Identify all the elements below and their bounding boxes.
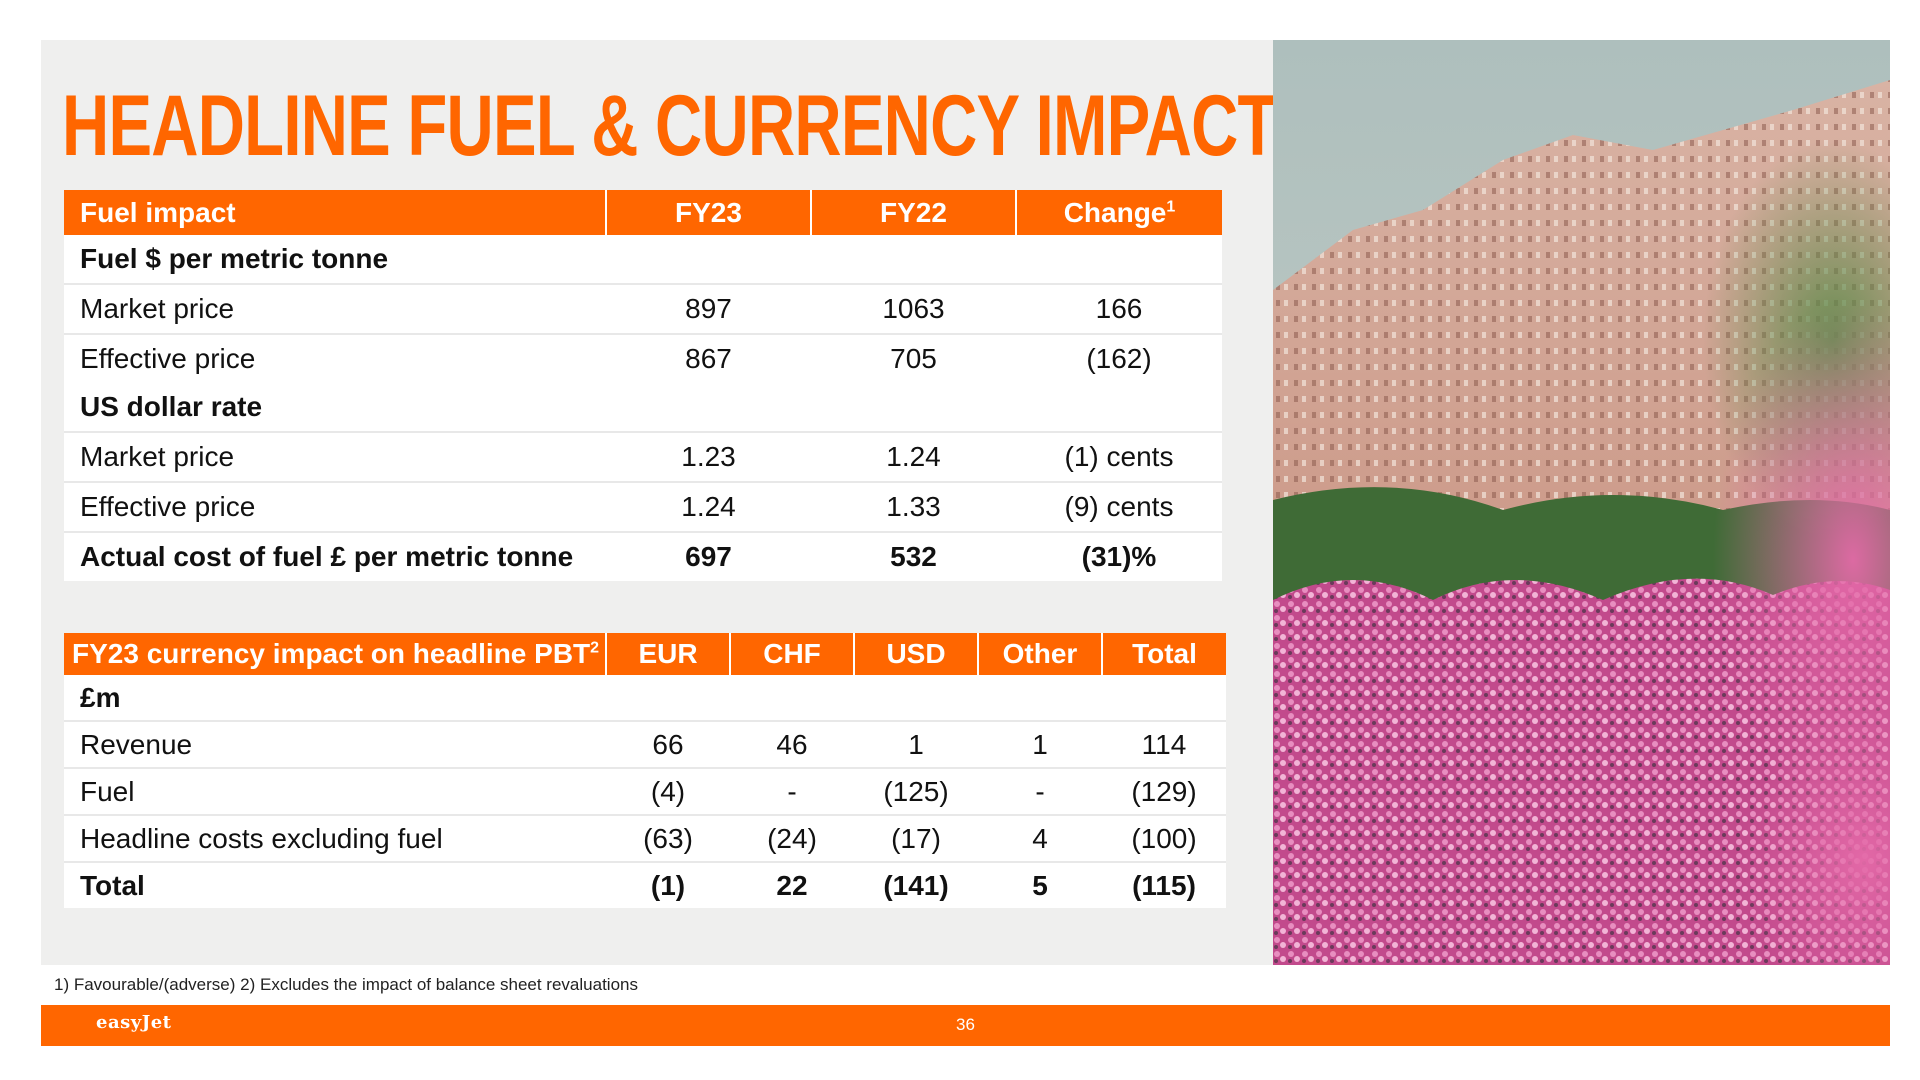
row-label: Headline costs excluding fuel: [64, 814, 606, 862]
cell: (125): [854, 767, 978, 815]
cell: (31)%: [1016, 531, 1222, 581]
cell: (115): [1102, 861, 1226, 908]
cell: 1.23: [606, 431, 811, 482]
section-row: US dollar rate: [64, 383, 1222, 432]
table-row: Market price 1.23 1.24 (1) cents: [64, 431, 1222, 482]
column-header-other: Other: [978, 633, 1103, 675]
cell: [1016, 235, 1222, 284]
cell: [811, 383, 1016, 432]
cell: 697: [606, 531, 811, 581]
cell: 46: [730, 720, 854, 768]
cell: 4: [978, 814, 1102, 862]
cell: (63): [606, 814, 730, 862]
cell: (9) cents: [1016, 481, 1222, 532]
table-row: Revenue 66 46 1 1 114: [64, 720, 1226, 768]
cell: 114: [1102, 720, 1226, 768]
cell: (162): [1016, 333, 1222, 383]
table-row: Fuel (4) - (125) - (129): [64, 767, 1226, 815]
table-row: Effective price 867 705 (162): [64, 333, 1222, 383]
cell: 1.33: [811, 481, 1016, 532]
footnote: 1) Favourable/(adverse) 2) Excludes the …: [54, 975, 638, 994]
row-label: £m: [80, 681, 121, 713]
cell: 897: [606, 283, 811, 334]
table-row: Effective price 1.24 1.33 (9) cents: [64, 481, 1222, 532]
row-label: Actual cost of fuel £ per metric tonne: [64, 531, 606, 581]
column-header-chf: CHF: [730, 633, 855, 675]
cell: (24): [730, 814, 854, 862]
row-label: Fuel: [64, 767, 606, 815]
section-row: £m: [64, 675, 1226, 721]
cell: (17): [854, 814, 978, 862]
cell: 1: [978, 720, 1102, 768]
cell: -: [978, 767, 1102, 815]
cell: (100): [1102, 814, 1226, 862]
section-row: Fuel $ per metric tonne: [64, 235, 1222, 284]
row-label: Revenue: [64, 720, 606, 768]
cell: (129): [1102, 767, 1226, 815]
cell: 532: [811, 531, 1016, 581]
page-number: 36: [956, 1015, 975, 1034]
currency-impact-table: FY23 currency impact on headline PBT2 EU…: [64, 633, 1226, 908]
cell: 1: [854, 720, 978, 768]
cell: 1.24: [811, 431, 1016, 482]
cell: [854, 675, 978, 721]
column-header-fy23: FY23: [606, 190, 812, 235]
footnote-marker: 1: [1166, 198, 1176, 216]
cell: [978, 675, 1102, 721]
cell: (1) cents: [1016, 431, 1222, 482]
cell: [1016, 383, 1222, 432]
cell: 1063: [811, 283, 1016, 334]
column-header-change: Change1: [1016, 190, 1222, 235]
column-header-usd: USD: [854, 633, 979, 675]
footer-bar: easyJet 36: [41, 1005, 1890, 1046]
positano-hillside-photo: [1273, 40, 1890, 965]
table-header-row: Fuel impact FY23 FY22 Change1: [64, 190, 1222, 235]
cell: [1102, 675, 1226, 721]
row-label: Fuel $ per metric tonne: [80, 243, 389, 274]
total-row: Total (1) 22 (141) 5 (115): [64, 861, 1226, 908]
column-header-currency-impact: FY23 currency impact on headline PBT2: [64, 633, 607, 675]
table-row: Headline costs excluding fuel (63) (24) …: [64, 814, 1226, 862]
row-label: Market price: [64, 283, 606, 334]
row-label: Effective price: [64, 333, 606, 383]
cell: 66: [606, 720, 730, 768]
cell: -: [730, 767, 854, 815]
cell: 1.24: [606, 481, 811, 532]
table-header-row: FY23 currency impact on headline PBT2 EU…: [64, 633, 1226, 675]
cell: 867: [606, 333, 811, 383]
easyjet-logo: easyJet: [96, 1012, 172, 1033]
cell: [811, 235, 1016, 284]
cell: (141): [854, 861, 978, 908]
currency-header-label: FY23 currency impact on headline PBT: [72, 638, 591, 669]
row-label: Market price: [64, 431, 606, 482]
change-header-label: Change: [1063, 196, 1167, 228]
column-header-eur: EUR: [606, 633, 731, 675]
page-title: HEADLINE FUEL & CURRENCY IMPACT: [62, 78, 1277, 174]
cell: (4): [606, 767, 730, 815]
cell: 22: [730, 861, 854, 908]
cell: [606, 675, 730, 721]
total-row: Actual cost of fuel £ per metric tonne 6…: [64, 531, 1222, 581]
cell: (1): [606, 861, 730, 908]
footnote-marker: 2: [590, 639, 600, 657]
cell: 5: [978, 861, 1102, 908]
column-header-fy22: FY22: [811, 190, 1017, 235]
cell: 166: [1016, 283, 1222, 334]
column-header-total: Total: [1102, 633, 1226, 675]
cell: [606, 383, 811, 432]
row-label: US dollar rate: [80, 391, 263, 422]
cell: [730, 675, 854, 721]
cell: [606, 235, 811, 284]
row-label: Total: [64, 861, 606, 908]
fuel-impact-table: Fuel impact FY23 FY22 Change1 Fuel $ per…: [64, 190, 1222, 581]
table-row: Market price 897 1063 166: [64, 283, 1222, 334]
cell: 705: [811, 333, 1016, 383]
column-header-fuel-impact: Fuel impact: [64, 190, 607, 235]
row-label: Effective price: [64, 481, 606, 532]
